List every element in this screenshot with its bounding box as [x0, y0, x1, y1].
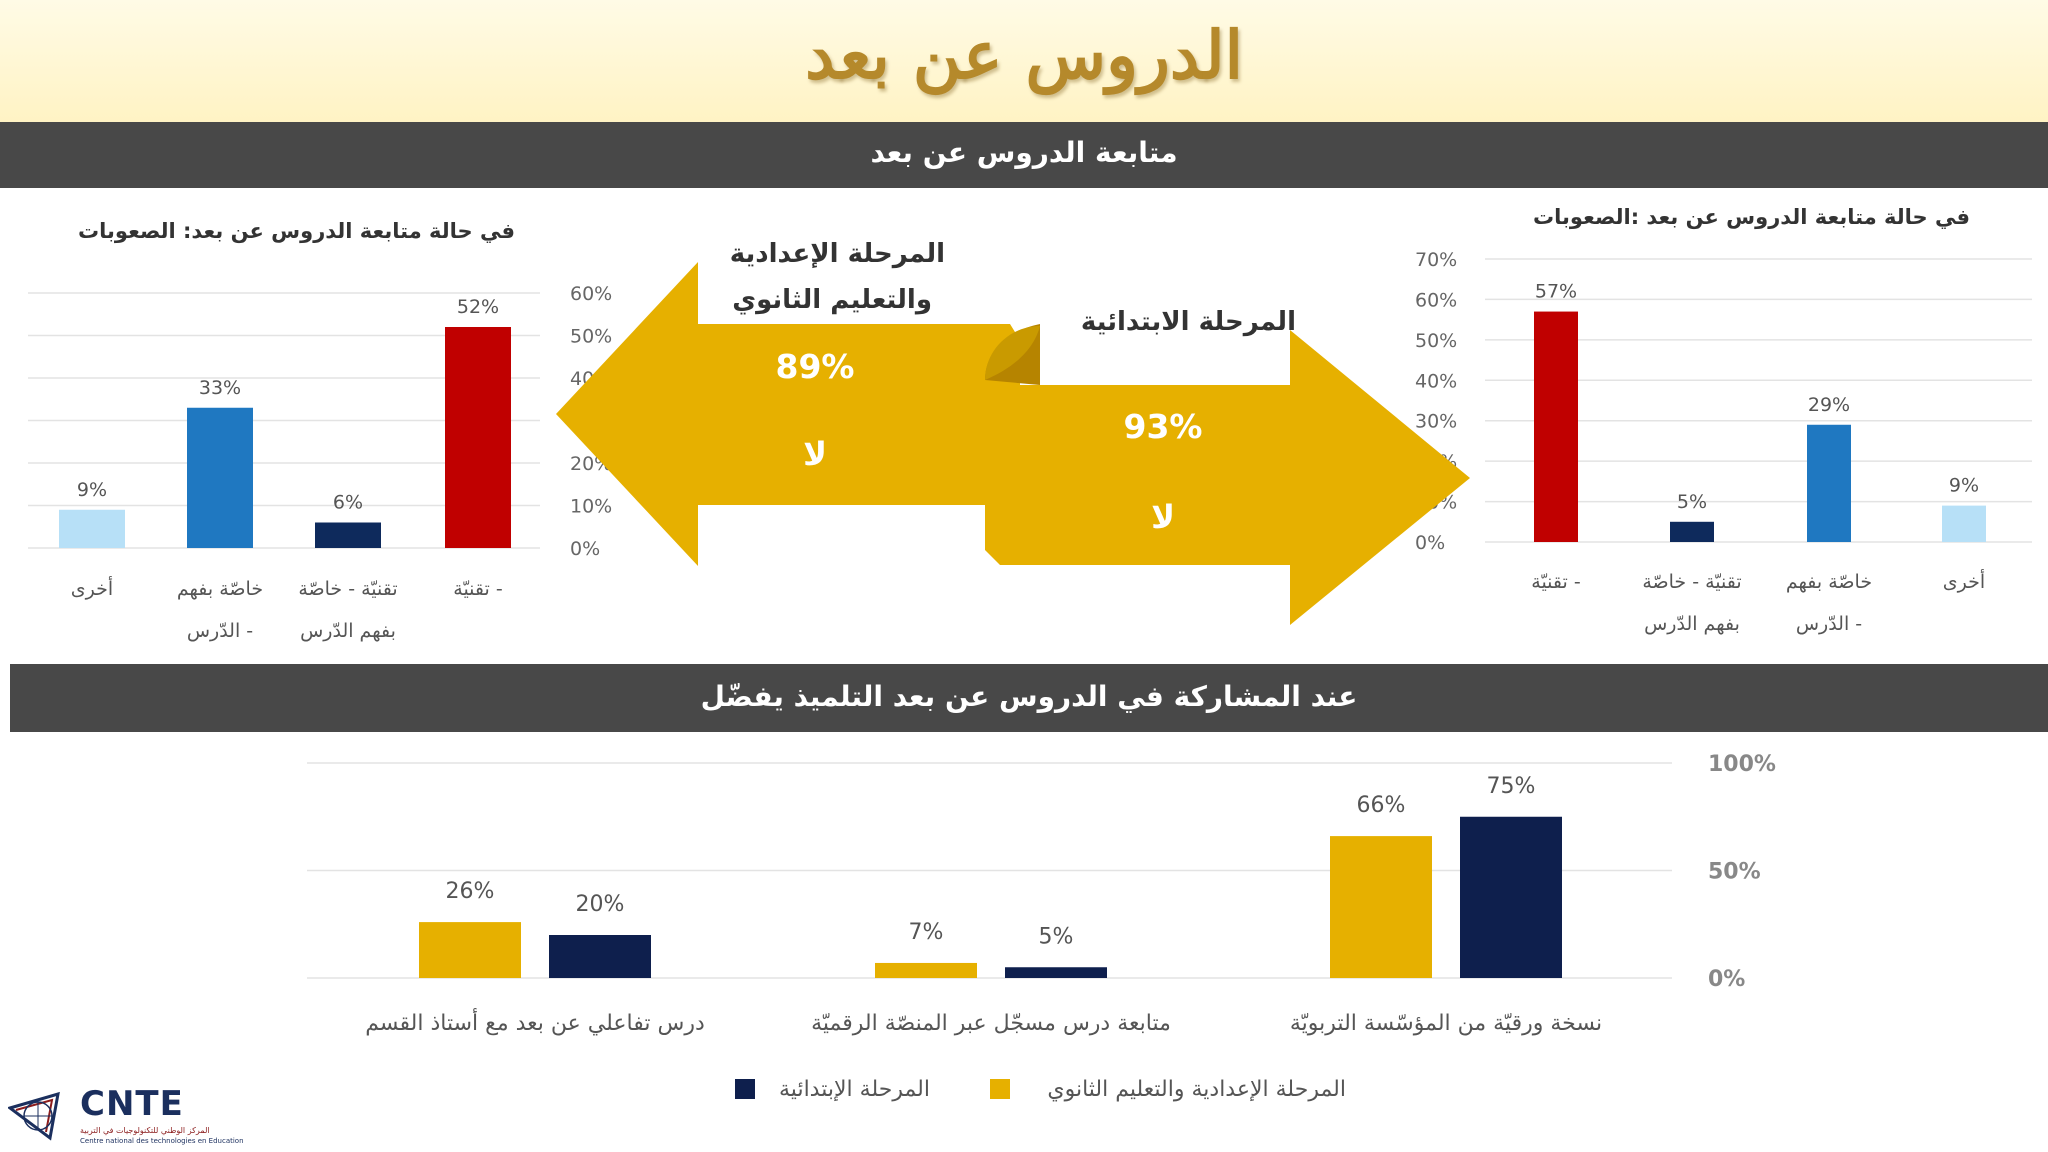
data-label: 20%	[576, 892, 625, 917]
double-arrow-graphic: المرحلة الإعدادية والتعليم الثانوي 89% ل…	[556, 239, 1470, 625]
legend-label-secondary: المرحلة الإعدادية والتعليم الثانوي	[1047, 1077, 1346, 1102]
category-label: الدّرس -	[1796, 613, 1862, 635]
data-label: 33%	[199, 377, 241, 399]
data-label: 9%	[1949, 475, 1979, 497]
legend-label-primary: المرحلة الإبتدائية	[779, 1077, 930, 1102]
data-label: 52%	[457, 296, 499, 318]
category-label: تقنيّة - خاصّة	[298, 578, 397, 600]
data-label: 75%	[1487, 774, 1536, 799]
category-label: خاصّة بفهم	[177, 578, 263, 600]
data-label: 26%	[446, 879, 495, 904]
left-arrow-shape	[556, 262, 1020, 566]
arrow-secondary-answer: لا	[803, 435, 827, 473]
bar	[445, 327, 511, 548]
data-label: 9%	[77, 479, 107, 501]
category-label: تقنيّة -	[1531, 571, 1580, 593]
bar	[1534, 311, 1578, 542]
arrow-secondary-title-line1: المرحلة الإعدادية	[730, 239, 945, 269]
cnte-logo: CNTE المركز الوطني للتكنولوجيات في الترب…	[8, 1082, 244, 1148]
title-band	[0, 0, 2048, 122]
y-tick-label: 0%	[1415, 532, 1445, 554]
arrow-secondary-percent: 89%	[776, 347, 855, 386]
y-tick-label: 60%	[570, 283, 612, 305]
data-label: 66%	[1357, 793, 1406, 818]
bar	[1330, 836, 1432, 978]
bar	[1460, 816, 1562, 978]
bar	[1807, 424, 1851, 542]
logo-subtitle-ar: المركز الوطني للتكنولوجيات في التربية	[80, 1126, 210, 1135]
bar	[419, 922, 521, 978]
category-label: الدّرس -	[187, 620, 253, 642]
bar	[315, 522, 381, 548]
y-tick-label: 0%	[1708, 967, 1745, 992]
y-tick-label: 10%	[570, 496, 612, 518]
chart-secondary-difficulties: في حالة متابعة الدروس عن بعد: الصعوبات 0…	[28, 219, 612, 642]
category-label: درس تفاعلي عن بعد مع أستاذ القسم	[365, 1008, 705, 1036]
category-label: تقنيّة -	[453, 578, 502, 600]
y-tick-label: 60%	[1415, 289, 1457, 311]
data-label: 57%	[1535, 281, 1577, 303]
arrow-primary-answer: لا	[1151, 498, 1175, 536]
legend-swatch-primary	[735, 1079, 755, 1099]
y-tick-label: 40%	[1415, 370, 1457, 392]
y-tick-label: 50%	[1415, 330, 1457, 352]
category-label: بفهم الدّرس	[300, 620, 396, 642]
data-label: 6%	[333, 492, 363, 514]
arrow-primary-title: المرحلة الابتدائية	[1081, 307, 1296, 337]
y-tick-label: 50%	[570, 326, 612, 348]
data-label: 7%	[909, 920, 944, 945]
arrow-primary-percent: 93%	[1124, 407, 1203, 446]
category-label: أخرى	[71, 576, 113, 600]
bar	[875, 962, 977, 978]
data-label: 5%	[1677, 491, 1707, 513]
ribbon-curl-shape	[985, 326, 1040, 380]
bar	[1670, 521, 1714, 542]
chart-preferences: 0% 50% 100% 66% 75% 7% 5% 26% 20% نسخة ورقيّة م…	[307, 752, 1776, 1102]
data-label: 5%	[1039, 924, 1074, 949]
arrow-secondary-title-line2: والتعليم الثانوي	[732, 285, 932, 315]
chart-primary-difficulties: في حالة متابعة الدروس عن بعد :الصعوبات 0…	[1415, 205, 2032, 635]
logo-wordmark: CNTE	[80, 1084, 184, 1124]
bar	[187, 407, 253, 548]
data-label: 29%	[1808, 394, 1850, 416]
y-tick-label: 70%	[1415, 249, 1457, 271]
category-label: تقنيّة - خاصّة	[1642, 571, 1741, 593]
y-tick-label: 0%	[570, 538, 600, 560]
section-header-follow: متابعة الدروس عن بعد	[0, 122, 2048, 188]
category-label: متابعة درس مسجّل عبر المنصّة الرقميّة	[811, 1011, 1171, 1036]
bar	[1942, 505, 1986, 542]
bar	[59, 509, 125, 548]
legend: المرحلة الإعدادية والتعليم الثانوي المرح…	[735, 1077, 1346, 1102]
y-tick-label: 100%	[1708, 752, 1776, 777]
category-label: بفهم الدّرس	[1644, 613, 1740, 635]
section-header-preference: عند المشاركة في الدروس عن بعد التلميذ يف…	[10, 664, 2048, 732]
chart-left-title: في حالة متابعة الدروس عن بعد: الصعوبات	[78, 219, 515, 243]
page-title: الدروس عن بعد	[805, 16, 1243, 94]
category-label: نسخة ورقيّة من المؤسّسة التربويّة	[1290, 1011, 1602, 1036]
category-label: أخرى	[1943, 569, 1985, 593]
bar	[1005, 967, 1107, 978]
bar	[549, 935, 651, 978]
category-label: خاصّة بفهم	[1786, 571, 1872, 593]
y-tick-label: 50%	[1708, 860, 1761, 885]
logo-subtitle-fr: Centre national des technologies en Educ…	[80, 1137, 244, 1145]
chart-right-title: في حالة متابعة الدروس عن بعد :الصعوبات	[1533, 205, 1970, 229]
right-arrow-shape	[985, 330, 1470, 625]
y-tick-label: 30%	[1415, 411, 1457, 433]
legend-swatch-secondary	[990, 1079, 1010, 1099]
globe-logo-icon	[8, 1091, 60, 1141]
